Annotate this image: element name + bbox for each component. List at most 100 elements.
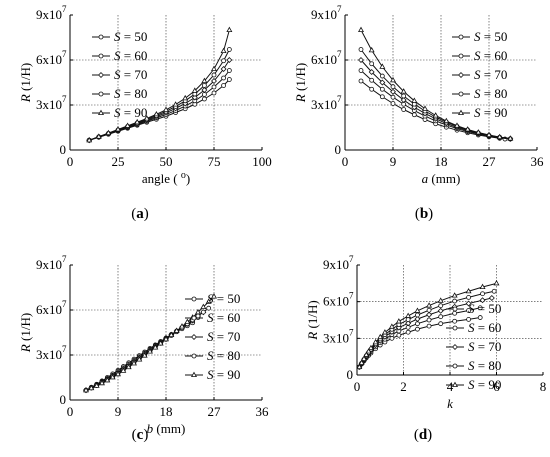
- data-point: [86, 136, 93, 143]
- legend-label: S = 70: [468, 339, 501, 354]
- legend-marker: [458, 34, 464, 40]
- y-tick-exponent: 7: [349, 327, 354, 337]
- data-point: [205, 298, 212, 304]
- legend-marker: [98, 53, 104, 59]
- legend-marker: [98, 109, 104, 115]
- data-point: [438, 314, 444, 320]
- series-line: [89, 79, 230, 141]
- x-tick-label: 75: [208, 154, 221, 169]
- data-point: [143, 115, 150, 121]
- data-point: [221, 75, 227, 81]
- panel-label: (b): [415, 206, 433, 222]
- y-tick-label: 0: [60, 142, 67, 157]
- legend-label: S = 80: [468, 358, 501, 373]
- data-point: [464, 126, 471, 132]
- x-tick-label: 0: [67, 404, 74, 419]
- data-point: [379, 63, 386, 69]
- legend-label: S = 80: [114, 86, 147, 101]
- data-point: [211, 65, 217, 71]
- y-tick-exponent: 7: [62, 4, 67, 14]
- data-point: [396, 332, 402, 338]
- data-point: [195, 313, 201, 319]
- data-point: [400, 88, 407, 94]
- data-point: [438, 303, 444, 309]
- data-point: [390, 101, 396, 106]
- data-point: [401, 107, 407, 112]
- y-tick-label: 6x10: [311, 52, 337, 67]
- data-point: [379, 86, 385, 92]
- data-point: [477, 305, 483, 311]
- data-point: [451, 292, 458, 298]
- data-point: [466, 316, 472, 322]
- data-point: [211, 78, 217, 84]
- data-point: [426, 317, 432, 323]
- data-point: [163, 106, 169, 112]
- legend-label: S = 60: [468, 320, 501, 335]
- legend-label: S = 60: [114, 48, 147, 63]
- series-4: [356, 280, 500, 370]
- data-point: [405, 329, 411, 335]
- x-tick-label: 2: [400, 379, 407, 394]
- data-point: [201, 96, 207, 102]
- legend-label: S = 70: [114, 67, 147, 82]
- data-point: [115, 370, 121, 377]
- x-tick-label: 25: [112, 154, 125, 169]
- data-point: [220, 66, 227, 72]
- x-tick-label: 4: [447, 379, 454, 394]
- legend-label: S = 90: [207, 367, 240, 382]
- legend-marker: [191, 353, 197, 359]
- data-point: [168, 331, 175, 338]
- data-point: [147, 348, 153, 354]
- data-point: [95, 133, 102, 139]
- data-point: [120, 367, 127, 373]
- panel-label: (d): [414, 427, 432, 443]
- data-point: [206, 305, 212, 311]
- data-point: [125, 363, 132, 370]
- data-point: [496, 133, 503, 140]
- data-point: [405, 317, 411, 323]
- y-tick-label: 3x10: [311, 97, 337, 112]
- y-tick-exponent: 7: [62, 299, 67, 309]
- x-tick-label: 9: [115, 404, 122, 419]
- data-point: [426, 311, 433, 318]
- y-tick-label: 9x10: [323, 257, 349, 272]
- data-point: [381, 329, 388, 335]
- data-point: [226, 77, 232, 82]
- x-tick-label: 0: [342, 154, 349, 169]
- y-tick-label: 3x10: [36, 347, 62, 362]
- y-tick-exponent: 7: [62, 49, 67, 59]
- data-point: [141, 352, 148, 358]
- y-tick-exponent: 7: [349, 254, 354, 264]
- data-point: [475, 129, 482, 135]
- data-point: [152, 344, 159, 350]
- x-tick-label: 36: [256, 404, 270, 419]
- data-point: [172, 101, 179, 107]
- x-tick-label: 100: [252, 154, 272, 169]
- legend-label: S = 60: [207, 310, 240, 325]
- data-point: [195, 308, 201, 315]
- data-point: [426, 302, 433, 308]
- x-tick-label: 36: [531, 154, 545, 169]
- data-point: [480, 291, 485, 297]
- data-point: [390, 94, 396, 100]
- data-point: [358, 47, 364, 52]
- data-point: [452, 310, 458, 316]
- legend-marker: [452, 344, 458, 350]
- data-point: [221, 83, 227, 88]
- data-point: [465, 287, 472, 294]
- y-tick-exponent: 7: [62, 344, 67, 354]
- series-2: [86, 57, 233, 144]
- data-point: [488, 295, 495, 301]
- data-point: [405, 320, 412, 327]
- data-point: [211, 72, 217, 78]
- y-tick-label: 9x10: [36, 257, 62, 272]
- data-point: [211, 84, 217, 90]
- data-point: [124, 122, 131, 128]
- data-point: [358, 68, 364, 73]
- legend-label: S = 50: [474, 29, 507, 44]
- data-point: [184, 318, 191, 324]
- x-tick-label: 0: [354, 379, 361, 394]
- x-tick-label: 9: [390, 154, 397, 169]
